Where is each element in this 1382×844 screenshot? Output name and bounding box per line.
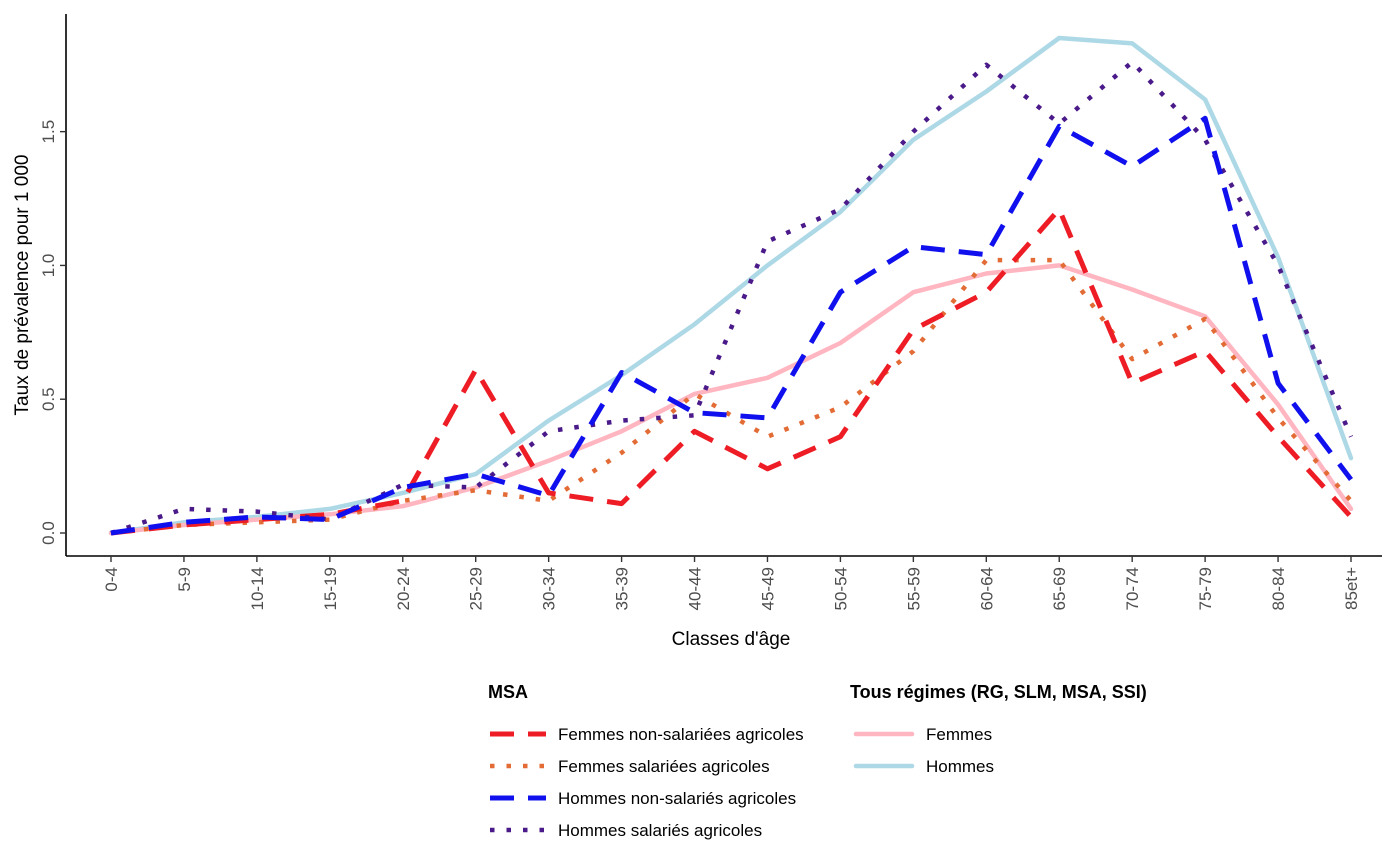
- x-tick-label: 60-64: [977, 567, 996, 610]
- series-line: [110, 206, 1353, 536]
- x-tick-label: 20-24: [394, 567, 413, 610]
- y-tick-label: 1.0: [39, 254, 58, 278]
- x-tick-label: 70-74: [1123, 567, 1142, 610]
- x-axis-title: Classes d'âge: [672, 629, 791, 650]
- x-tick-label: 35-39: [613, 567, 632, 610]
- x-tick-label: 0-4: [102, 567, 121, 592]
- x-tick-label: 30-34: [540, 567, 559, 610]
- x-tick-label: 75-79: [1196, 567, 1215, 610]
- y-tick-label: 0.0: [39, 521, 58, 545]
- legend-group-title: MSA: [488, 682, 528, 702]
- legend-group-title: Tous régimes (RG, SLM, MSA, SSI): [850, 682, 1147, 702]
- y-ticks: 0.0 0.5 1.0 1.5: [39, 120, 66, 545]
- legend-label: Femmes salariées agricoles: [558, 757, 770, 776]
- x-tick-label: 50-54: [831, 567, 850, 610]
- series-line: [108, 35, 1354, 536]
- x-tick-label: 80-84: [1269, 567, 1288, 610]
- axes: [65, 14, 1382, 557]
- y-axis-title: Taux de prévalence pour 1 000: [12, 155, 33, 416]
- x-ticks: 0-4 5-9 10-14 15-19 20-24 25-29 30-34 35-39 40-4…: [102, 556, 1361, 610]
- legend: MSA Femmes non-salariées agricoles Femmes …: [488, 682, 1147, 840]
- legend-label: Hommes: [926, 757, 994, 776]
- x-tick-label: 5-9: [175, 567, 194, 592]
- x-tick-label: 85et+: [1342, 567, 1361, 610]
- x-tick-label: 55-59: [904, 567, 923, 610]
- x-tick-label: 65-69: [1050, 567, 1069, 610]
- x-tick-label: 15-19: [321, 567, 340, 610]
- series-line: [110, 59, 1354, 536]
- x-tick-label: 10-14: [248, 567, 267, 610]
- series-line: [110, 115, 1353, 536]
- x-tick-label: 25-29: [467, 567, 486, 610]
- x-tick-label: 45-49: [758, 567, 777, 610]
- legend-label: Femmes non-salariées agricoles: [558, 725, 804, 744]
- x-tick-label: 40-44: [686, 567, 705, 610]
- legend-label: Femmes: [926, 725, 992, 744]
- y-tick-label: 1.5: [39, 120, 58, 144]
- series-line: [108, 263, 1354, 536]
- y-tick-label: 0.5: [39, 387, 58, 411]
- series-lines: [108, 35, 1354, 536]
- series-line: [110, 257, 1353, 536]
- legend-label: Hommes salariés agricoles: [558, 821, 762, 840]
- legend-label: Hommes non-salariés agricoles: [558, 789, 796, 808]
